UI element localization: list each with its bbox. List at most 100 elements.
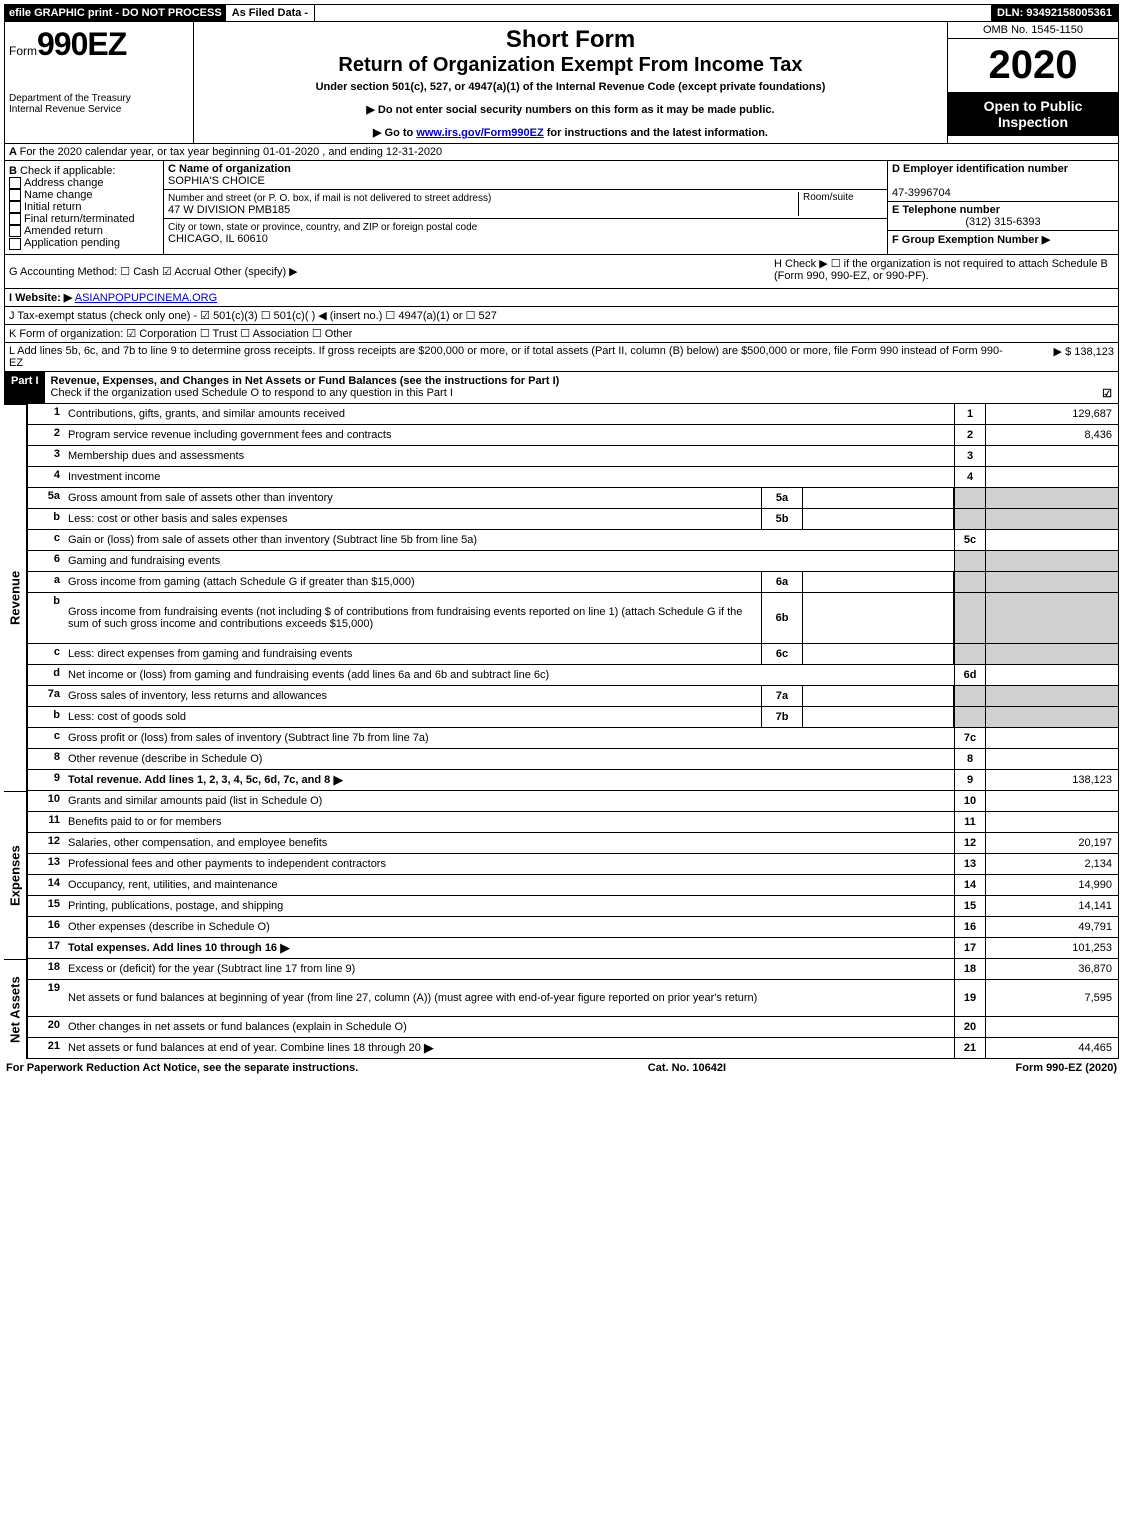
f-label: F Group Exemption Number ▶ xyxy=(892,234,1050,246)
topbar-spacer xyxy=(315,5,991,21)
warn2: ▶ Go to www.irs.gov/Form990EZ for instru… xyxy=(202,126,939,139)
row-4: 4Investment income4 xyxy=(27,467,1119,488)
phone-row: E Telephone number (312) 315-6393 xyxy=(888,202,1118,231)
row-18: 18Excess or (deficit) for the year (Subt… xyxy=(27,959,1119,980)
netassets-section: Net Assets 18Excess or (deficit) for the… xyxy=(4,959,1119,1059)
header-left: Form990EZ Department of the Treasury Int… xyxy=(5,22,194,143)
warn2-pre: ▶ Go to xyxy=(373,127,416,139)
col-c: C Name of organization SOPHIA'S CHOICE N… xyxy=(164,161,887,254)
cb-name[interactable] xyxy=(9,189,21,201)
addr-label: Number and street (or P. O. box, if mail… xyxy=(168,193,491,204)
city-row: City or town, state or province, country… xyxy=(164,219,887,247)
form-prefix: Form xyxy=(9,44,37,58)
short-form-title: Short Form xyxy=(202,26,939,54)
form-990ez: 990EZ xyxy=(37,26,126,62)
lb-pending: Application pending xyxy=(24,237,120,249)
form-header: Form990EZ Department of the Treasury Int… xyxy=(4,22,1119,144)
row-6d: dNet income or (loss) from gaming and fu… xyxy=(27,665,1119,686)
row-6a: aGross income from gaming (attach Schedu… xyxy=(27,572,1119,593)
footer-mid: Cat. No. 10642I xyxy=(648,1062,726,1074)
org-name-row: C Name of organization SOPHIA'S CHOICE xyxy=(164,161,887,190)
row-7b: bLess: cost of goods sold7b xyxy=(27,707,1119,728)
part1-checked: ☑ xyxy=(1102,387,1112,400)
line-a: A For the 2020 calendar year, or tax yea… xyxy=(4,144,1119,161)
d-label: D Employer identification number xyxy=(892,163,1068,175)
website-link[interactable]: ASIANPOPUPCINEMA.ORG xyxy=(75,292,217,304)
line-h: H Check ▶ ☐ if the organization is not r… xyxy=(774,257,1114,286)
irs-link[interactable]: www.irs.gov/Form990EZ xyxy=(416,127,543,139)
omb-number: OMB No. 1545-1150 xyxy=(948,22,1118,39)
dept-label: Department of the Treasury xyxy=(9,93,189,104)
org-name: SOPHIA'S CHOICE xyxy=(168,175,265,187)
i-label: I Website: ▶ xyxy=(9,292,72,304)
row-5c: cGain or (loss) from sale of assets othe… xyxy=(27,530,1119,551)
row-10: 10Grants and similar amounts paid (list … xyxy=(27,791,1119,812)
row-14: 14Occupancy, rent, utilities, and mainte… xyxy=(27,875,1119,896)
open-public: Open to Public Inspection xyxy=(948,92,1118,136)
revenue-section: Revenue 1Contributions, gifts, grants, a… xyxy=(4,404,1119,791)
city-label: City or town, state or province, country… xyxy=(168,222,477,233)
line-k: K Form of organization: ☑ Corporation ☐ … xyxy=(4,325,1119,343)
row-5a: 5aGross amount from sale of assets other… xyxy=(27,488,1119,509)
lb-initial: Initial return xyxy=(24,201,81,213)
row-13: 13Professional fees and other payments t… xyxy=(27,854,1119,875)
row-6b: bGross income from fundraising events (n… xyxy=(27,593,1119,644)
part1-check: Check if the organization used Schedule … xyxy=(51,387,453,399)
cb-initial[interactable] xyxy=(9,201,21,213)
tax-year: 2020 xyxy=(948,39,1118,92)
entity-grid: B Check if applicable: Address change Na… xyxy=(4,161,1119,255)
cb-final[interactable] xyxy=(9,213,21,225)
subtitle: Under section 501(c), 527, or 4947(a)(1)… xyxy=(202,81,939,93)
e-label: E Telephone number xyxy=(892,204,1000,216)
irs-label: Internal Revenue Service xyxy=(9,104,189,115)
lb-address: Address change xyxy=(24,177,104,189)
row-19: 19Net assets or fund balances at beginni… xyxy=(27,980,1119,1017)
part1-title: Revenue, Expenses, and Changes in Net As… xyxy=(45,372,1118,403)
line-gh: G Accounting Method: ☐ Cash ☑ Accrual Ot… xyxy=(4,255,1119,289)
row-8: 8Other revenue (describe in Schedule O)8 xyxy=(27,749,1119,770)
netassets-lines: 18Excess or (deficit) for the year (Subt… xyxy=(27,959,1119,1059)
header-right: OMB No. 1545-1150 2020 Open to Public In… xyxy=(947,22,1118,143)
addr: 47 W DIVISION PMB185 xyxy=(168,204,290,216)
row-6c: cLess: direct expenses from gaming and f… xyxy=(27,644,1119,665)
ein: 47-3996704 xyxy=(892,187,951,199)
part1-badge: Part I xyxy=(5,372,45,403)
cb-address[interactable] xyxy=(9,177,21,189)
netassets-side: Net Assets xyxy=(4,959,27,1059)
row-6: 6Gaming and fundraising events xyxy=(27,551,1119,572)
line-a-text: For the 2020 calendar year, or tax year … xyxy=(20,146,443,158)
row-15: 15Printing, publications, postage, and s… xyxy=(27,896,1119,917)
col-d: D Employer identification number 47-3996… xyxy=(887,161,1118,254)
lb-amended: Amended return xyxy=(24,225,103,237)
city: CHICAGO, IL 60610 xyxy=(168,233,268,245)
expenses-section: Expenses 10Grants and similar amounts pa… xyxy=(4,791,1119,959)
line-g: G Accounting Method: ☐ Cash ☑ Accrual Ot… xyxy=(9,257,774,286)
revenue-lines: 1Contributions, gifts, grants, and simil… xyxy=(27,404,1119,791)
top-bar: efile GRAPHIC print - DO NOT PROCESS As … xyxy=(4,4,1119,22)
lb-final: Final return/terminated xyxy=(24,213,135,225)
ein-row: D Employer identification number 47-3996… xyxy=(888,161,1118,202)
cb-amended[interactable] xyxy=(9,225,21,237)
row-1: 1Contributions, gifts, grants, and simil… xyxy=(27,404,1119,425)
row-11: 11Benefits paid to or for members11 xyxy=(27,812,1119,833)
warn1: ▶ Do not enter social security numbers o… xyxy=(202,103,939,116)
addr-row: Number and street (or P. O. box, if mail… xyxy=(164,190,887,219)
row-7c: cGross profit or (loss) from sales of in… xyxy=(27,728,1119,749)
cb-pending[interactable] xyxy=(9,238,21,250)
row-16: 16Other expenses (describe in Schedule O… xyxy=(27,917,1119,938)
efile-label: efile GRAPHIC print - DO NOT PROCESS xyxy=(5,5,226,21)
check-applicable: Check if applicable: xyxy=(20,165,115,177)
page-footer: For Paperwork Reduction Act Notice, see … xyxy=(4,1059,1119,1077)
room-label: Room/suite xyxy=(798,192,883,216)
row-3: 3Membership dues and assessments3 xyxy=(27,446,1119,467)
lb-name: Name change xyxy=(24,189,93,201)
row-5b: bLess: cost or other basis and sales exp… xyxy=(27,509,1119,530)
row-17: 17Total expenses. Add lines 10 through 1… xyxy=(27,938,1119,959)
group-row: F Group Exemption Number ▶ xyxy=(888,231,1118,248)
row-7a: 7aGross sales of inventory, less returns… xyxy=(27,686,1119,707)
dln-label: DLN: 93492158005361 xyxy=(991,5,1118,21)
row-9: 9Total revenue. Add lines 1, 2, 3, 4, 5c… xyxy=(27,770,1119,791)
footer-left: For Paperwork Reduction Act Notice, see … xyxy=(6,1062,358,1074)
expenses-side: Expenses xyxy=(4,791,27,959)
row-12: 12Salaries, other compensation, and empl… xyxy=(27,833,1119,854)
